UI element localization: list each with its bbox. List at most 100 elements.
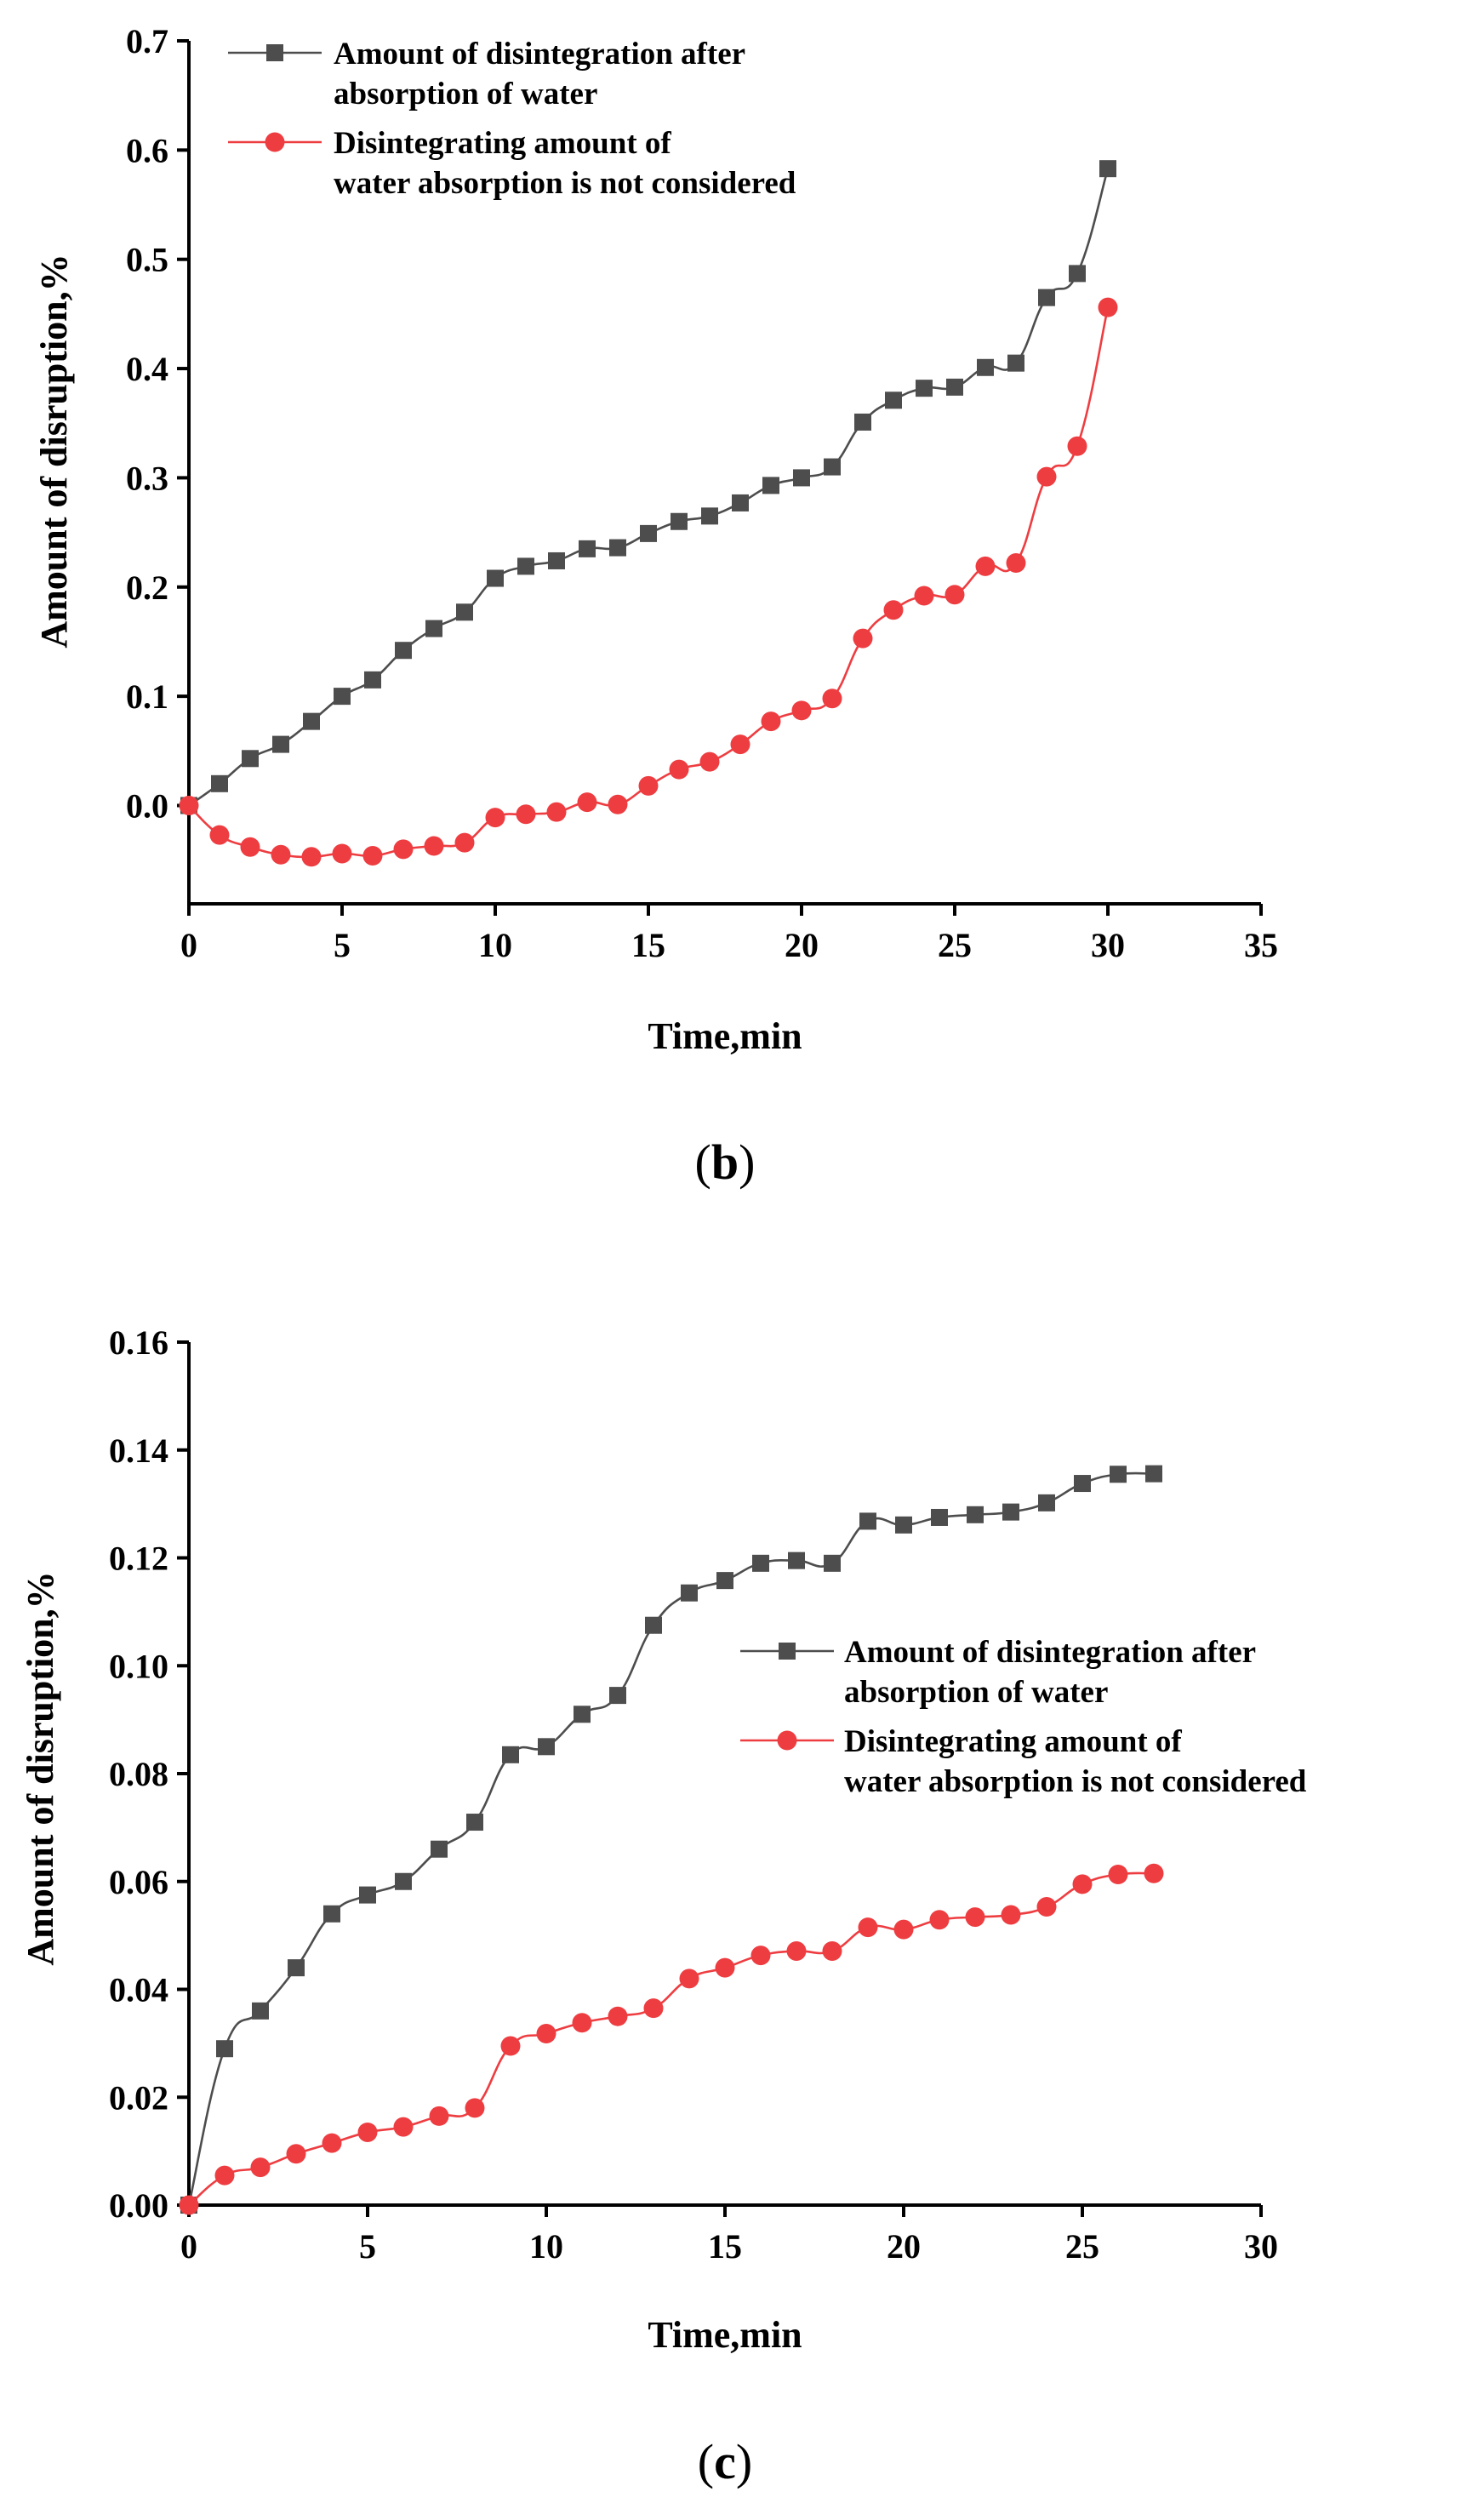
data-point-circle bbox=[822, 1941, 842, 1962]
legend-label-line: water absorption is not considered bbox=[334, 166, 796, 201]
data-point-square bbox=[701, 507, 718, 525]
data-point-square bbox=[885, 391, 902, 409]
data-point-circle bbox=[608, 2006, 628, 2026]
data-point-square bbox=[216, 2040, 233, 2058]
data-point-square bbox=[681, 1584, 698, 1602]
data-point-circle bbox=[715, 1957, 735, 1978]
data-point-circle bbox=[179, 2195, 199, 2215]
data-point-circle bbox=[454, 832, 475, 853]
series-absorbed-water bbox=[180, 1465, 1162, 2214]
panel-label-close: ) bbox=[739, 1134, 755, 1190]
y-tick-label: 0.14 bbox=[109, 1431, 168, 1470]
legend-marker-square bbox=[779, 1643, 796, 1660]
y-tick-label: 0.1 bbox=[126, 677, 168, 716]
data-point-square bbox=[977, 358, 994, 376]
data-point-square bbox=[242, 750, 259, 768]
y-axis-title: Amount of disruption,% bbox=[33, 254, 75, 648]
series-line bbox=[188, 1871, 1155, 2206]
data-point-square bbox=[323, 1905, 340, 1923]
data-point-square bbox=[252, 2002, 269, 2020]
y-tick-label: 0.12 bbox=[109, 1540, 168, 1578]
y-tick-label: 0.04 bbox=[109, 1971, 168, 2009]
data-point-circle bbox=[699, 751, 720, 772]
x-tick-label: 0 bbox=[180, 2227, 197, 2266]
data-point-square bbox=[425, 620, 442, 637]
x-tick-label: 5 bbox=[334, 926, 351, 964]
data-point-square bbox=[1038, 289, 1055, 306]
y-tick-label: 0.08 bbox=[109, 1755, 168, 1793]
data-point-circle bbox=[214, 2165, 235, 2186]
data-point-square bbox=[895, 1516, 912, 1534]
data-point-square bbox=[645, 1616, 662, 1634]
data-point-circle bbox=[179, 795, 199, 815]
data-point-circle bbox=[822, 689, 842, 709]
chart-panel-b: 0.0 0.1 0.2 0.3 0.4 0.5 0.6 0.7 0 5 10 15 20 25 30 35 Ti… bbox=[33, 22, 1278, 1190]
data-point-square bbox=[1074, 1475, 1091, 1493]
x-tick-label: 10 bbox=[529, 2227, 563, 2266]
data-point-square bbox=[272, 735, 289, 753]
data-point-square bbox=[288, 1959, 305, 1977]
data-point-circle bbox=[209, 825, 230, 845]
data-point-square bbox=[640, 524, 657, 542]
series-line bbox=[188, 306, 1110, 859]
panel-label-open: ( bbox=[698, 2434, 714, 2489]
data-point-circle bbox=[669, 759, 689, 780]
data-point-square bbox=[859, 1512, 876, 1530]
data-point-circle bbox=[1108, 1865, 1128, 1885]
x-tick-label: 10 bbox=[478, 926, 512, 964]
data-point-circle bbox=[250, 2157, 271, 2178]
data-point-circle bbox=[485, 808, 505, 828]
x-axis-title: Time,min bbox=[648, 2314, 802, 2356]
data-point-circle bbox=[883, 600, 904, 620]
data-point-circle bbox=[429, 2106, 449, 2126]
data-point-square bbox=[1110, 1466, 1127, 1483]
data-point-circle bbox=[914, 586, 934, 606]
data-point-circle bbox=[271, 844, 291, 865]
data-point-circle bbox=[536, 2023, 556, 2043]
data-point-square bbox=[1145, 1465, 1162, 1483]
data-point-square bbox=[824, 458, 841, 476]
data-point-square bbox=[946, 378, 963, 396]
y-tick-label: 0.0 bbox=[126, 786, 168, 825]
data-point-circle bbox=[393, 2117, 414, 2137]
data-point-square bbox=[854, 413, 871, 431]
y-tick-label: 0.3 bbox=[126, 459, 168, 497]
y-tick-label: 0.5 bbox=[126, 241, 168, 279]
data-point-square bbox=[793, 469, 810, 487]
legend-entry-1: Amount of disintegration after absorption… bbox=[740, 1635, 1256, 1710]
chart-panel-c: 0.00 0.02 0.04 0.06 0.08 0.10 0.12 0.14 0.16 0 5 10… bbox=[20, 1323, 1307, 2489]
series-water-not-considered bbox=[179, 1863, 1164, 2215]
data-point-square bbox=[431, 1840, 448, 1858]
data-point-circle bbox=[1036, 1897, 1057, 1917]
legend-entry-1: Amount of disintegration after absorption… bbox=[228, 37, 745, 111]
data-point-circle bbox=[1067, 436, 1087, 456]
data-point-circle bbox=[577, 792, 597, 813]
legend-label-line: absorption of water bbox=[844, 1675, 1108, 1710]
series-water-not-considered bbox=[179, 297, 1118, 867]
panel-label-close: ) bbox=[736, 2434, 752, 2489]
x-tick-label: 30 bbox=[1244, 2227, 1278, 2266]
x-tick-label: 20 bbox=[887, 2227, 921, 2266]
data-point-square bbox=[788, 1551, 805, 1569]
x-tick-label: 0 bbox=[180, 926, 197, 964]
panel-label-letter: b bbox=[711, 1134, 739, 1190]
legend-label-line: Disintegrating amount of bbox=[844, 1724, 1182, 1759]
y-tick-label: 0.7 bbox=[126, 22, 168, 60]
data-point-square bbox=[466, 1814, 483, 1831]
x-tick-label: 25 bbox=[1065, 2227, 1099, 2266]
y-tick-label: 0.06 bbox=[109, 1863, 168, 1901]
x-tick-label: 30 bbox=[1091, 926, 1125, 964]
data-point-circle bbox=[1072, 1874, 1093, 1894]
data-point-circle bbox=[786, 1941, 807, 1962]
data-point-circle bbox=[1144, 1863, 1164, 1883]
data-point-square bbox=[762, 477, 779, 494]
data-point-square bbox=[548, 551, 565, 569]
data-point-circle bbox=[393, 839, 414, 860]
y-tick-label: 0.6 bbox=[126, 131, 168, 169]
legend-marker-circle bbox=[265, 132, 285, 152]
data-point-circle bbox=[362, 846, 383, 866]
legend-label-line: Amount of disintegration after bbox=[334, 37, 745, 71]
data-point-square bbox=[1038, 1494, 1055, 1511]
data-point-square bbox=[916, 380, 933, 397]
data-point-square bbox=[538, 1738, 555, 1756]
